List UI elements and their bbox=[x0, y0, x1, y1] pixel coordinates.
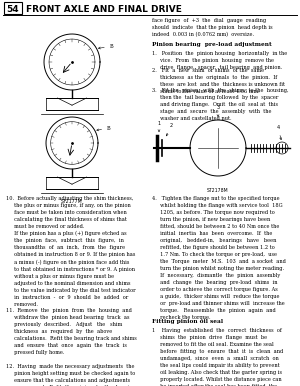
Text: FRONT AXLE AND FINAL DRIVE: FRONT AXLE AND FINAL DRIVE bbox=[26, 5, 182, 14]
Text: 10.  Before actually adjusting the shim thickness,
     the plus or minus figure: 10. Before actually adjusting the shim t… bbox=[6, 196, 136, 307]
Text: 2: 2 bbox=[166, 123, 172, 136]
Text: 1: 1 bbox=[158, 121, 160, 132]
Text: face figure  of  +3  the  dial  gauge  reading
should  indicate  that the pinion: face figure of +3 the dial gauge reading… bbox=[152, 18, 273, 37]
Text: 1    Having  established  the  correct  thickness  of
     shims  the  pinion  d: 1 Having established the correct thickne… bbox=[152, 328, 291, 386]
Text: 1.   Position  the  pinion housing  horizontally  in the
     vice.  From  the p: 1. Position the pinion housing horizonta… bbox=[152, 51, 287, 70]
Text: 12.  Having  made the necessary adjustments  the
     pinion height setting must: 12. Having made the necessary adjustment… bbox=[6, 364, 137, 386]
Text: ST2178M: ST2178M bbox=[207, 188, 229, 193]
Text: ST2177M: ST2177M bbox=[61, 199, 83, 204]
Text: 4: 4 bbox=[276, 125, 282, 140]
Text: 3: 3 bbox=[216, 105, 220, 117]
Text: Fitting pinion oil seal: Fitting pinion oil seal bbox=[152, 319, 223, 324]
Text: 54: 54 bbox=[7, 5, 19, 14]
Text: 4.   Tighten the flange nut to the specified torque
     whilst holding the flan: 4. Tighten the flange nut to the specifi… bbox=[152, 196, 286, 320]
Text: Pinion bearing  pre-load adjustment: Pinion bearing pre-load adjustment bbox=[152, 42, 272, 47]
Text: 3.   Fit the  pinion,  with  the  shims,  to the  housing,
     then the  tail b: 3. Fit the pinion, with the shims, to th… bbox=[152, 88, 289, 121]
Text: B: B bbox=[98, 44, 113, 49]
Text: B: B bbox=[97, 126, 111, 131]
Text: 2.   Fit  a  new  shim  or shims  of the  same
     thickness  as the  originals: 2. Fit a new shim or shims of the same t… bbox=[152, 68, 285, 94]
Bar bbox=[4, 2, 22, 14]
Text: 11.  Remove  the  pinion  from  the  housing  and
     withdraw the  pinion head: 11. Remove the pinion from the housing a… bbox=[6, 308, 137, 355]
